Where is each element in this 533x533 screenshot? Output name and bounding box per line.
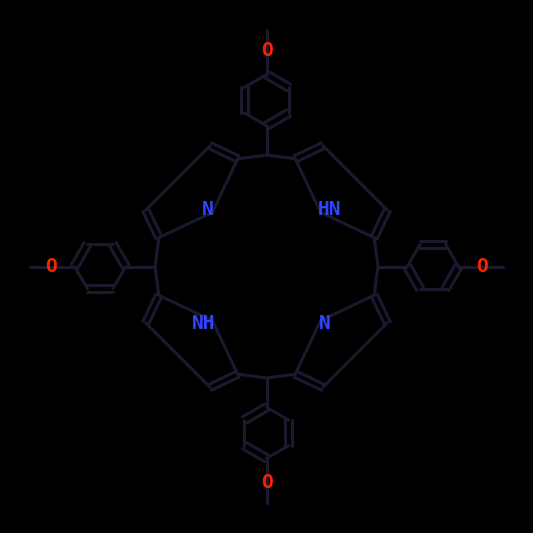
Text: O: O <box>45 257 56 276</box>
Text: O: O <box>261 41 272 60</box>
Text: N: N <box>319 314 330 333</box>
Text: NH: NH <box>192 314 216 333</box>
Text: O: O <box>261 473 272 492</box>
Text: O: O <box>477 257 488 276</box>
Text: HN: HN <box>317 200 341 219</box>
Text: N: N <box>203 200 214 219</box>
